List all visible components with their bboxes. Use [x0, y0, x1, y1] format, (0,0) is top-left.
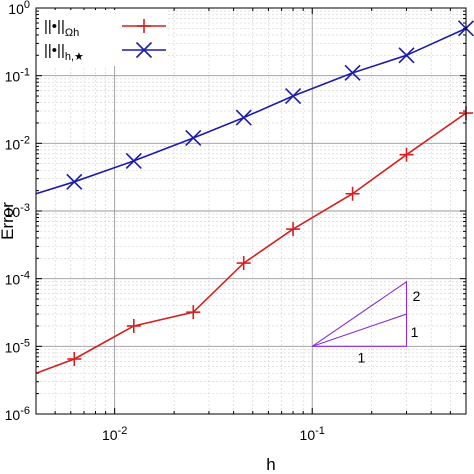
series-2-point-b	[398, 47, 415, 64]
plot-frame	[35, 7, 467, 415]
series-2-point-b	[66, 173, 83, 190]
y-tick-label: 10-3	[5, 202, 30, 220]
slope-run-label: 1	[357, 349, 365, 365]
legend-label-2: ||•||h,★	[44, 42, 84, 63]
legend-marker-2-b	[135, 41, 153, 59]
y-axis-label: Error	[0, 202, 17, 240]
slope-2-label: 2	[413, 288, 421, 304]
y-tick-label: 10-1	[5, 67, 30, 85]
slope-1-label: 1	[411, 324, 419, 340]
series-2-point-b	[285, 87, 302, 105]
y-tick-label: 10-5	[5, 337, 30, 355]
slope-triangle: 1 1 2	[311, 280, 421, 365]
series-2-point-b	[185, 129, 202, 147]
legend-box	[40, 10, 168, 66]
y-tick-label: 10-2	[5, 134, 30, 152]
tick-labels: 100 10-1 10-2 10-3 10-4 10-5 10-6 10-2 10-1	[5, 0, 325, 443]
series-2-point-b	[125, 152, 142, 169]
x-axis-label: h	[266, 455, 275, 474]
y-tick-label: 10-6	[5, 405, 30, 423]
series-2-point-b	[344, 64, 361, 81]
y-tick-label: 10-4	[5, 270, 30, 288]
x-tick-label: 10-1	[300, 425, 325, 443]
series-2-point-b	[235, 109, 252, 126]
y-tick-label: 100	[8, 0, 30, 17]
x-tick-label: 10-2	[102, 425, 127, 443]
legend: ||•||Ωh ||•||h,★	[40, 10, 168, 66]
slope-1-line	[312, 313, 407, 347]
legend-label-1: ||•||Ωh	[44, 18, 79, 39]
